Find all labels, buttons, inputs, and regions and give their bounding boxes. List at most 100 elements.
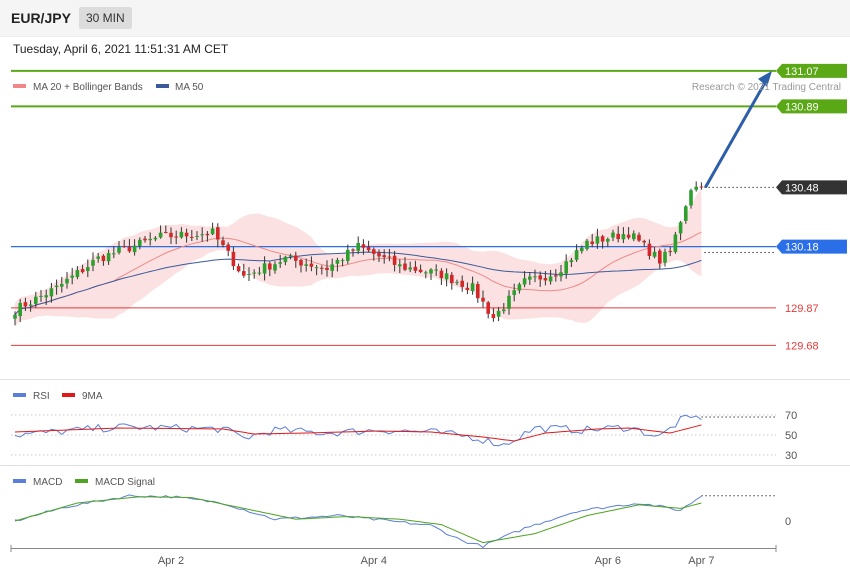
legend-label-rsi-ma: 9MA xyxy=(82,391,103,402)
candle-body xyxy=(106,253,111,262)
legend-swatch-macd xyxy=(13,479,26,483)
candle-body xyxy=(132,245,137,253)
legend-label-rsi: RSI xyxy=(33,391,50,402)
candle-body xyxy=(262,263,267,274)
bollinger-band xyxy=(15,188,702,327)
candle-body xyxy=(418,269,423,272)
level-label-support: 129.87 xyxy=(785,303,819,315)
candle-body xyxy=(408,267,412,270)
legend-label-macd: MACD xyxy=(33,477,62,488)
candle-body xyxy=(538,275,542,280)
candle-body xyxy=(340,260,345,262)
candle-body xyxy=(320,267,324,269)
candle-body xyxy=(533,276,537,278)
x-tick-label: Apr 6 xyxy=(595,555,621,567)
candle-body xyxy=(366,246,371,251)
rsi-ma-line xyxy=(14,424,702,442)
candle-body xyxy=(663,251,667,263)
candle-body xyxy=(195,235,199,237)
candle-body xyxy=(112,253,116,255)
price-tag-target xyxy=(776,99,847,114)
candle-body xyxy=(528,276,532,280)
candle-body xyxy=(153,237,158,240)
candle-body xyxy=(65,278,69,284)
candle-body xyxy=(465,287,470,290)
legend-swatch-rsi-ma xyxy=(62,393,75,397)
candle-body xyxy=(684,206,688,221)
candle-body xyxy=(283,256,288,263)
macd-signal-line xyxy=(14,496,702,544)
candle-body xyxy=(398,264,402,267)
candle-body xyxy=(424,272,428,274)
candle-body xyxy=(413,266,418,271)
candle-body xyxy=(439,270,444,279)
price-tag-label: 130.18 xyxy=(785,242,819,254)
symbol-label: EUR/JPY xyxy=(11,10,71,26)
candle-body xyxy=(658,250,662,264)
candle-body xyxy=(39,295,43,297)
candle-body xyxy=(450,274,454,284)
timeframe-button[interactable]: 30 MIN xyxy=(79,7,132,29)
candle-body xyxy=(117,247,121,253)
legend-swatch-ma50 xyxy=(156,84,169,88)
candle-body xyxy=(476,284,480,299)
candle-body xyxy=(580,247,584,252)
candle-body xyxy=(403,263,407,270)
candle-body xyxy=(158,232,163,238)
price-tag-label: 131.07 xyxy=(785,66,819,78)
candle-body xyxy=(299,260,303,266)
candle-body xyxy=(543,278,548,281)
forecast-arrow xyxy=(704,80,768,189)
candle-body xyxy=(382,255,386,258)
candle-body xyxy=(673,234,678,253)
candle-body xyxy=(455,282,459,284)
candle-body xyxy=(200,234,204,236)
rsi-tick-label: 30 xyxy=(785,450,797,462)
price-tag-label: 130.89 xyxy=(785,101,819,113)
candle-body xyxy=(621,234,626,240)
candle-body xyxy=(44,295,48,298)
candle-body xyxy=(652,251,657,257)
candle-body xyxy=(361,244,366,248)
candle-body xyxy=(143,238,147,241)
price-tag-pivot xyxy=(776,239,847,254)
candle-body xyxy=(75,270,80,278)
level-label-support: 129.68 xyxy=(785,340,819,352)
candle-body xyxy=(91,260,95,266)
candle-body xyxy=(356,243,360,251)
candle-body xyxy=(278,262,282,264)
candle-body xyxy=(257,272,262,274)
candle-body xyxy=(80,269,85,273)
candle-body xyxy=(309,263,314,267)
candle-body xyxy=(28,304,33,306)
candle-body xyxy=(460,280,464,287)
candle-body xyxy=(148,238,152,241)
timestamp: Tuesday, April 6, 2021 11:51:31 AM CET xyxy=(13,42,229,56)
x-tick-label: Apr 7 xyxy=(688,555,714,567)
candle-body xyxy=(699,186,704,188)
candle-body xyxy=(611,232,615,238)
candle-body xyxy=(330,264,334,271)
candle-body xyxy=(647,243,652,256)
candle-body xyxy=(216,227,220,240)
candle-body xyxy=(127,246,132,252)
macd-line xyxy=(14,494,702,549)
candle-body xyxy=(273,264,277,271)
candle-body xyxy=(236,266,241,272)
candle-body xyxy=(210,228,215,235)
candle-body xyxy=(54,285,59,288)
candle-body xyxy=(169,232,173,238)
candle-body xyxy=(444,273,449,280)
candle-body xyxy=(70,275,74,278)
rsi-line xyxy=(14,414,702,447)
candle-body xyxy=(486,302,490,314)
candle-body xyxy=(252,272,256,274)
candle-body xyxy=(351,249,355,251)
candle-body xyxy=(491,313,496,319)
rsi-tick-label: 50 xyxy=(785,430,797,442)
candle-body xyxy=(590,241,594,245)
price-tag-target xyxy=(776,63,847,78)
chart-header: EUR/JPY 30 MIN xyxy=(0,0,850,37)
